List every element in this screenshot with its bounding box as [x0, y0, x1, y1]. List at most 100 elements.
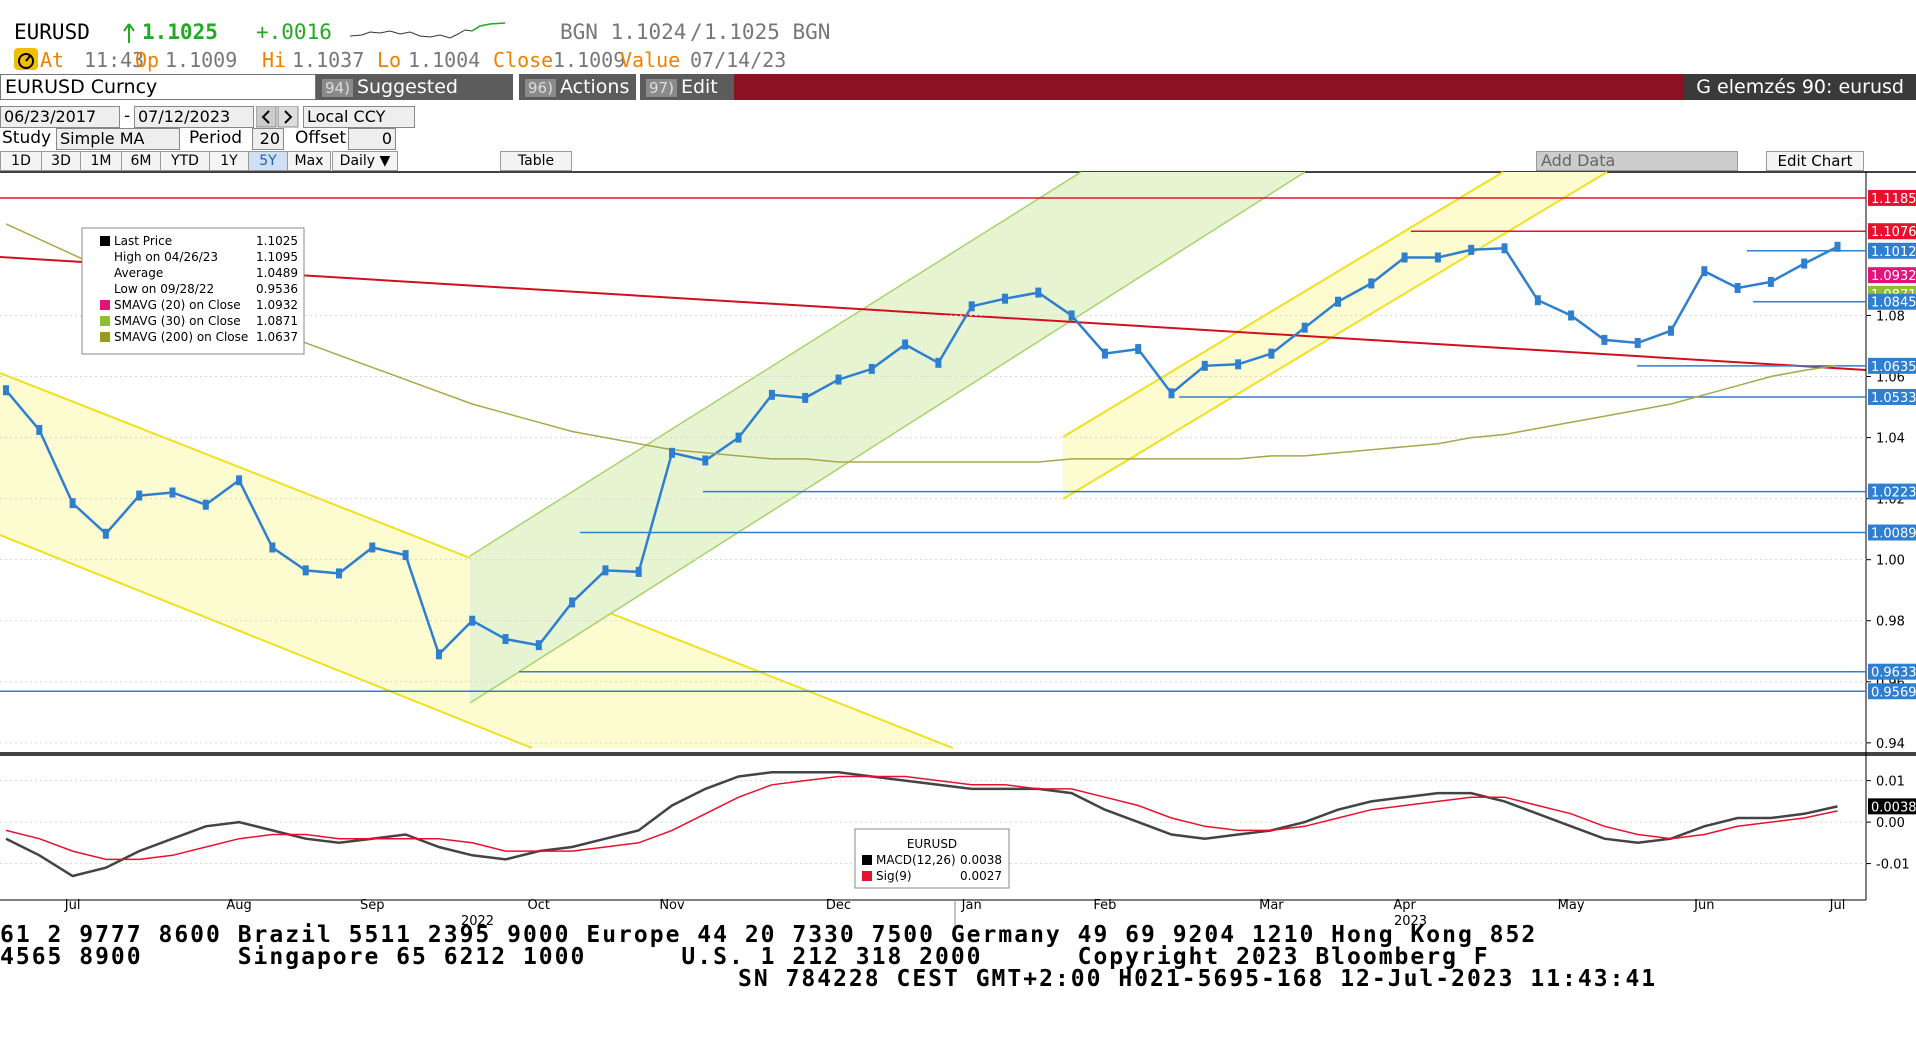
range-button[interactable]: 1M — [80, 151, 122, 171]
price-marker — [1568, 310, 1575, 321]
x-tick-label: Oct — [528, 898, 550, 913]
y-tick-label: -0.01 — [1876, 858, 1910, 873]
date-arrows[interactable] — [256, 106, 300, 128]
price-marker — [735, 432, 742, 443]
y-tick-label: 1.08 — [1876, 309, 1905, 324]
level-label: 0.9633 — [1871, 666, 1916, 681]
x-tick-label: Jul — [1829, 898, 1846, 913]
ticker: EURUSD — [14, 20, 90, 44]
quote-value: 1.1009 — [553, 48, 626, 72]
level-label: 1.0932 — [1871, 269, 1916, 284]
y-tick-label: 1.00 — [1876, 554, 1905, 569]
study-type[interactable]: Simple MA — [56, 128, 180, 150]
level-label: 1.0223 — [1871, 486, 1916, 501]
up-arrow — [123, 23, 135, 43]
quote-value: 1.1037 — [292, 48, 365, 72]
legend-box — [854, 828, 1010, 889]
channel-line — [1062, 171, 1504, 438]
frequency[interactable]: Daily ▼ — [332, 151, 398, 171]
price-marker — [336, 568, 342, 579]
macd-last-label: 0.0038 — [1871, 800, 1916, 815]
price-marker — [802, 392, 809, 403]
level-label: 1.1012 — [1871, 245, 1916, 260]
separator: / — [690, 20, 703, 44]
price-marker — [1834, 241, 1841, 252]
x-tick-label: Feb — [1093, 898, 1116, 913]
end-date[interactable]: 07/12/2023 — [134, 106, 254, 128]
price-marker — [1301, 322, 1308, 333]
price-marker — [935, 357, 942, 368]
x-tick-label: May — [1558, 898, 1585, 913]
button-number: 96) — [525, 79, 556, 97]
range-button[interactable]: Max — [287, 151, 331, 171]
x-tick-label: Sep — [360, 898, 385, 913]
price-marker — [169, 487, 176, 498]
start-date[interactable]: 06/23/2017 — [0, 106, 120, 128]
add-data[interactable]: Add Data — [1536, 151, 1738, 171]
price-marker — [435, 649, 442, 660]
legend-value: 0.0038 — [960, 853, 1002, 867]
level-label-bg — [1868, 267, 1916, 284]
range-button[interactable]: 5Y — [248, 151, 288, 171]
edit-chart[interactable]: Edit Chart — [1766, 151, 1864, 171]
sparkline — [350, 22, 505, 39]
legend-value: 0.9536 — [256, 282, 298, 296]
level-label: 1.1076 — [1871, 225, 1916, 240]
price-marker — [1002, 293, 1008, 304]
level-label-bg — [1868, 483, 1916, 500]
price-marker — [202, 499, 209, 510]
y-tick-label: 1.04 — [1876, 432, 1905, 447]
legend-swatch — [862, 855, 872, 865]
legend-swatch — [100, 316, 110, 326]
price-marker — [469, 615, 476, 626]
range-button[interactable]: 3D — [41, 151, 81, 171]
footer-line: 61 2 9777 8600 Brazil 5511 2395 9000 Eur… — [0, 922, 1538, 948]
price-marker — [236, 475, 243, 486]
y-tick-label: 0.98 — [1876, 615, 1905, 630]
toolbar-button[interactable]: 96) Actions ▾ — [519, 74, 636, 125]
currency[interactable]: Local CCY — [303, 106, 415, 128]
price-marker — [902, 339, 909, 350]
offset-value[interactable]: 0 — [348, 128, 396, 150]
legend-value: 1.1025 — [256, 234, 298, 248]
y-tick-label: 0.00 — [1876, 816, 1905, 831]
study-label: Study — [2, 128, 52, 148]
range-button[interactable]: 6M — [121, 151, 161, 171]
price-marker — [1335, 296, 1341, 307]
price-marker — [1668, 325, 1674, 336]
net-change: +.0016 — [256, 20, 332, 44]
legend-name: Average — [114, 266, 163, 280]
price-marker — [1434, 252, 1441, 263]
legend-value: 1.0637 — [256, 330, 298, 344]
price-marker — [635, 566, 642, 577]
range-button[interactable]: 1Y — [209, 151, 249, 171]
quote-label: Close — [493, 48, 554, 72]
channel-line — [469, 171, 1082, 557]
legend-value: 1.0871 — [256, 314, 298, 328]
gauge-icon[interactable] — [14, 48, 38, 70]
price-marker — [569, 597, 576, 608]
price-marker — [1068, 310, 1075, 321]
date-dash: - — [124, 106, 131, 126]
period-value[interactable]: 20 — [252, 128, 284, 150]
channel-line — [1062, 171, 1608, 500]
price-marker — [1601, 334, 1608, 345]
series-line — [5, 245, 1839, 657]
price-marker — [535, 640, 542, 651]
price-marker — [1401, 252, 1408, 263]
table-button[interactable]: Table — [500, 151, 572, 171]
quote-label: Value — [620, 48, 681, 72]
legend-name: SMAVG (200) on Close — [114, 330, 248, 344]
series-line — [5, 771, 1838, 878]
range-button[interactable]: 1D — [0, 151, 42, 171]
series-line — [5, 223, 1838, 463]
price-marker — [669, 447, 675, 458]
security-field[interactable]: EURUSD Curncy — [0, 74, 316, 100]
x-tick-label: Jun — [1693, 898, 1714, 913]
level-label: 1.1185 — [1871, 192, 1916, 207]
footer-line: 4565 8900 Singapore 65 6212 1000 U.S. 1 … — [0, 944, 1490, 970]
toolbar-button[interactable]: 97) Edit ▾ — [640, 74, 734, 125]
level-label-bg — [1868, 189, 1916, 206]
price-marker — [1534, 295, 1541, 306]
price-marker — [1734, 283, 1741, 293]
